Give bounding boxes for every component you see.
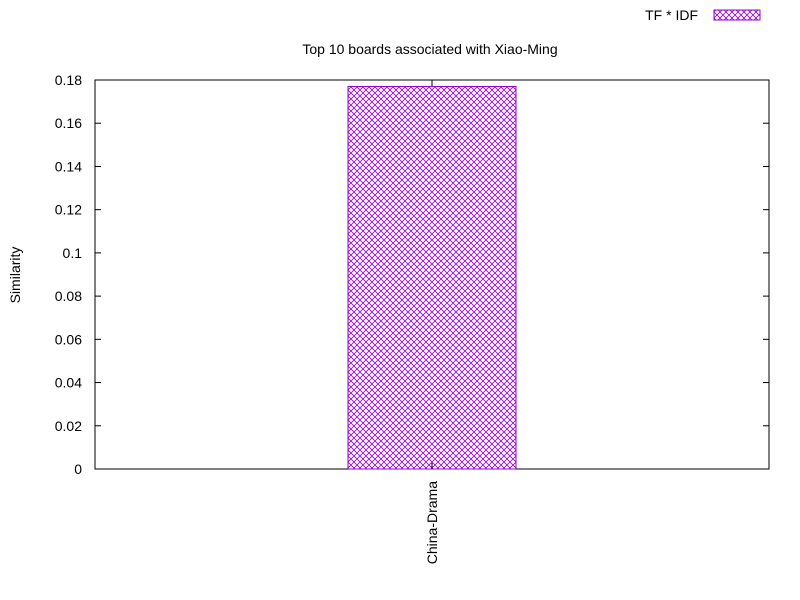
y-axis-ticks: 0 0.02 0.04 0.06 0.08 0.1 0.12 0.14 0.16 0.18 <box>55 72 769 477</box>
y-tick-label: 0.14 <box>55 158 82 174</box>
y-tick-label: 0.12 <box>55 202 82 218</box>
bars <box>347 85 517 470</box>
x-tick-label: China-Drama <box>424 481 440 564</box>
y-tick-label: 0.04 <box>55 375 82 391</box>
y-tick-label: 0.06 <box>55 331 82 347</box>
y-tick-label: 0.16 <box>55 115 82 131</box>
y-tick-label: 0.02 <box>55 418 82 434</box>
chart-title: Top 10 boards associated with Xiao-Ming <box>302 41 557 57</box>
y-tick-label: 0 <box>74 461 82 477</box>
x-axis-ticks: China-Drama <box>424 80 440 564</box>
y-axis-label: Similarity <box>7 247 23 304</box>
legend: TF * IDF <box>645 7 761 23</box>
y-tick-label: 0.1 <box>63 245 83 261</box>
legend-label-tfidf: TF * IDF <box>645 7 698 23</box>
bar-china-drama <box>347 85 517 470</box>
legend-swatch-tfidf <box>713 9 761 21</box>
y-tick-label: 0.08 <box>55 288 82 304</box>
y-tick-label: 0.18 <box>55 72 82 88</box>
